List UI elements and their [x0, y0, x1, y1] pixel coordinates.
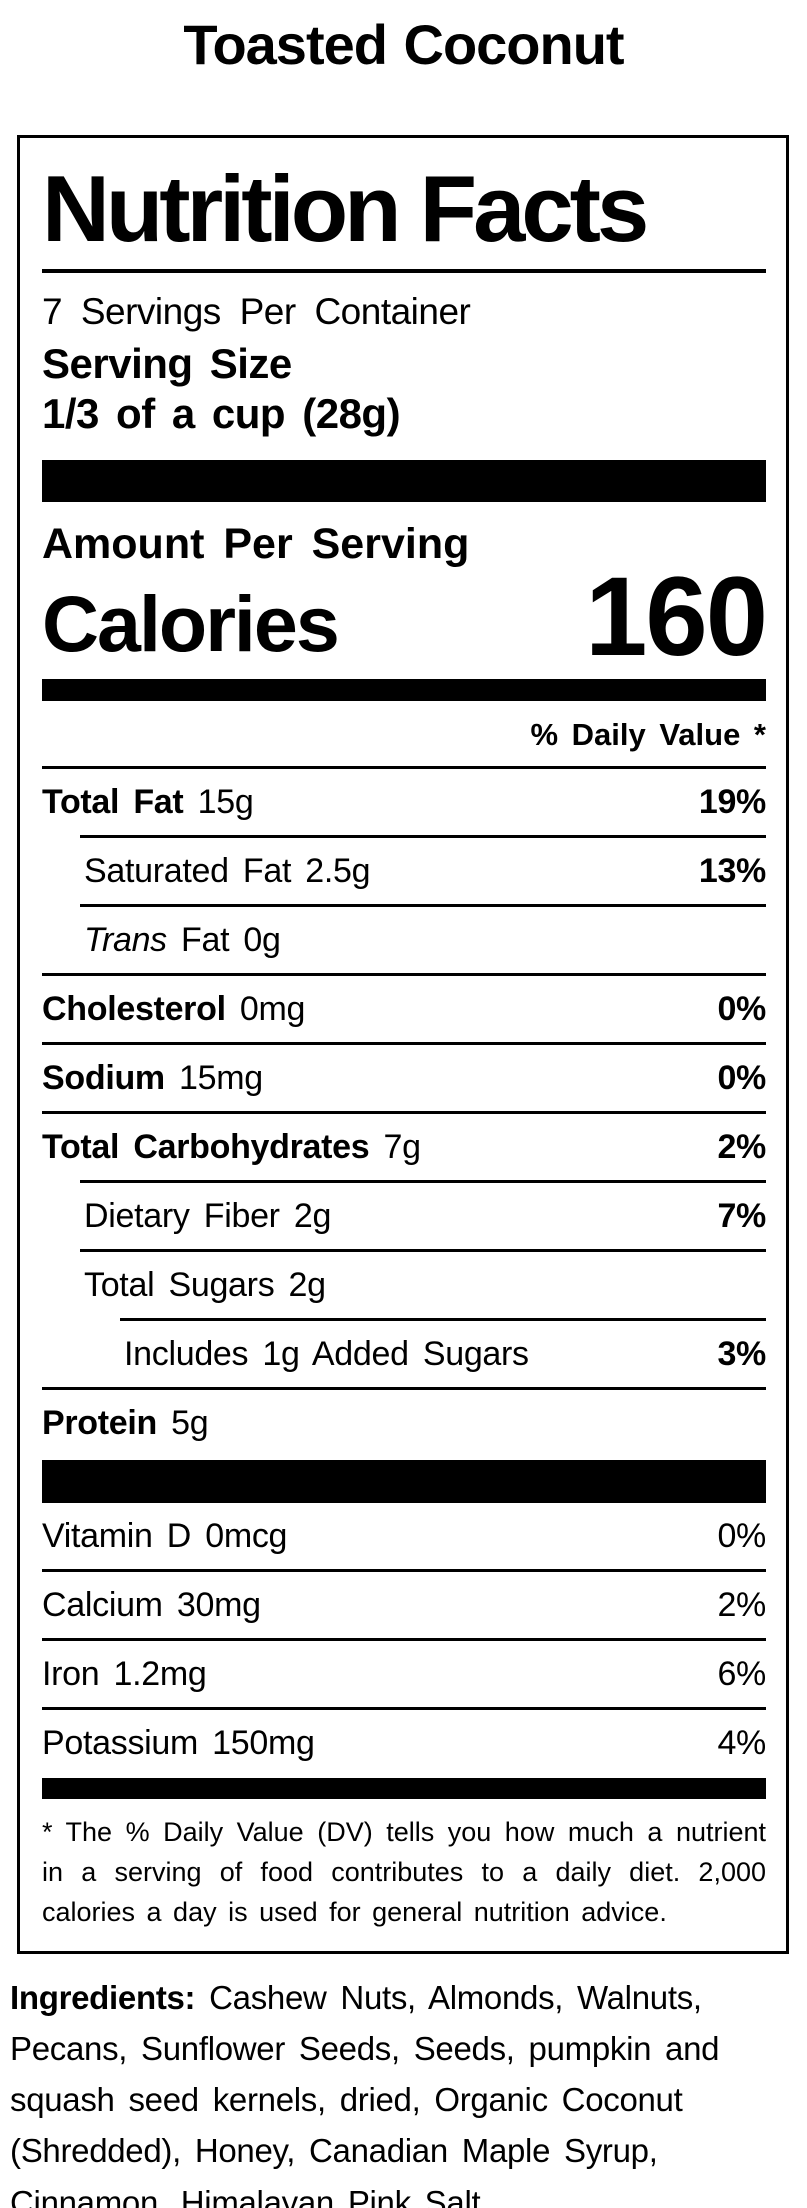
serving-size-label: Serving Size [42, 340, 292, 388]
nutrient-name: Total Carbohydrates 7g [42, 1128, 421, 1167]
nutrient-row-saturated-fat: Saturated Fat 2.5g 13% [42, 838, 766, 904]
calories-row: Calories 160 [42, 554, 768, 680]
daily-value-footnote: * The % Daily Value (DV) tells you how m… [42, 1817, 766, 1928]
nutrient-row-dietary-fiber: Dietary Fiber 2g 7% [42, 1183, 766, 1249]
vitamin-name: Calcium 30mg [42, 1586, 261, 1625]
nutrient-percent: 13% [698, 852, 766, 891]
vitamin-percent: 2% [717, 1586, 766, 1625]
row-rule [42, 1569, 766, 1573]
vitamin-name: Vitamin D 0mcg [42, 1517, 288, 1556]
nutrient-percent: 19% [698, 783, 766, 822]
daily-value-header: % Daily Value * [530, 717, 766, 753]
vitamin-percent: 4% [717, 1724, 766, 1763]
nutrient-row-total-sugars: Total Sugars 2g [42, 1252, 766, 1318]
nutrient-percent: 0% [717, 990, 766, 1029]
nutrition-facts-header: Nutrition Facts [42, 156, 649, 261]
vitamin-row-calcium: Calcium 30mg 2% [42, 1572, 766, 1638]
nutrient-name: Total Sugars 2g [84, 1266, 326, 1305]
nutrient-name: Trans Fat 0g [84, 921, 281, 960]
nutrient-name: Sodium 15mg [42, 1059, 263, 1098]
nutrient-row-total-fat: Total Fat 15g 19% [42, 769, 766, 835]
divider-bar-footnote [42, 1778, 766, 1800]
vitamin-percent: 6% [717, 1655, 766, 1694]
nutrient-percent: 0% [717, 1059, 766, 1098]
row-rule [80, 904, 766, 908]
row-rule [80, 835, 766, 839]
vitamin-percent: 0% [717, 1517, 766, 1556]
ingredients-label: Ingredients: [10, 1978, 196, 2016]
nutrient-row-added-sugars: Includes 1g Added Sugars 3% [42, 1321, 766, 1387]
serving-size-value: 1/3 of a cup (28g) [42, 390, 401, 438]
product-title: Toasted Coconut [183, 13, 624, 76]
vitamin-row-vitamin-d: Vitamin D 0mcg 0% [42, 1503, 766, 1569]
vitamin-name: Potassium 150mg [42, 1724, 315, 1763]
nutrient-name: Cholesterol 0mg [42, 990, 306, 1029]
row-rule [42, 1387, 766, 1391]
vitamin-name: Iron 1.2mg [42, 1655, 207, 1694]
nutrient-row-protein: Protein 5g [42, 1390, 766, 1456]
nutrient-row-trans-fat: Trans Fat 0g [42, 907, 766, 973]
nutrient-name: Dietary Fiber 2g [84, 1197, 332, 1236]
row-rule [120, 1318, 766, 1322]
row-rule [42, 973, 766, 977]
row-rule [42, 766, 766, 770]
row-rule [42, 1707, 766, 1711]
nutrient-name: Protein 5g [42, 1404, 209, 1443]
nutrition-facts-label: Nutrition Facts 7 Servings Per Container… [17, 135, 789, 1954]
divider-bar-medium [42, 679, 766, 702]
row-rule [42, 1111, 766, 1115]
nutrient-name: Total Fat 15g [42, 783, 254, 822]
nutrient-name: Includes 1g Added Sugars [124, 1335, 529, 1374]
vitamin-row-iron: Iron 1.2mg 6% [42, 1641, 766, 1707]
nutrient-row-sodium: Sodium 15mg 0% [42, 1045, 766, 1111]
nutrient-percent: 2% [717, 1128, 766, 1167]
nutrient-percent: 3% [717, 1335, 766, 1374]
calories-label: Calories [42, 579, 340, 669]
row-rule [80, 1249, 766, 1253]
row-rule [42, 1042, 766, 1046]
vitamin-row-potassium: Potassium 150mg 4% [42, 1710, 766, 1776]
divider-bar-thick-bottom [42, 1460, 766, 1504]
row-rule [80, 1180, 766, 1184]
amount-per-serving-label: Amount Per Serving [42, 520, 470, 569]
header-rule [42, 269, 766, 274]
calories-value: 160 [585, 554, 768, 680]
ingredients-text: Cashew Nuts, Almonds, Walnuts, Pecans, S… [10, 1978, 720, 2208]
nutrient-row-cholesterol: Cholesterol 0mg 0% [42, 976, 766, 1042]
nutrient-percent: 7% [717, 1197, 766, 1236]
servings-per-container: 7 Servings Per Container [42, 291, 471, 333]
row-rule [42, 1638, 766, 1642]
divider-bar-thick-top [42, 460, 766, 503]
nutrient-name: Saturated Fat 2.5g [84, 852, 371, 891]
ingredients-paragraph: Ingredients: Cashew Nuts, Almonds, Walnu… [10, 1972, 797, 2208]
nutrient-row-total-carbohydrates: Total Carbohydrates 7g 2% [42, 1114, 766, 1180]
